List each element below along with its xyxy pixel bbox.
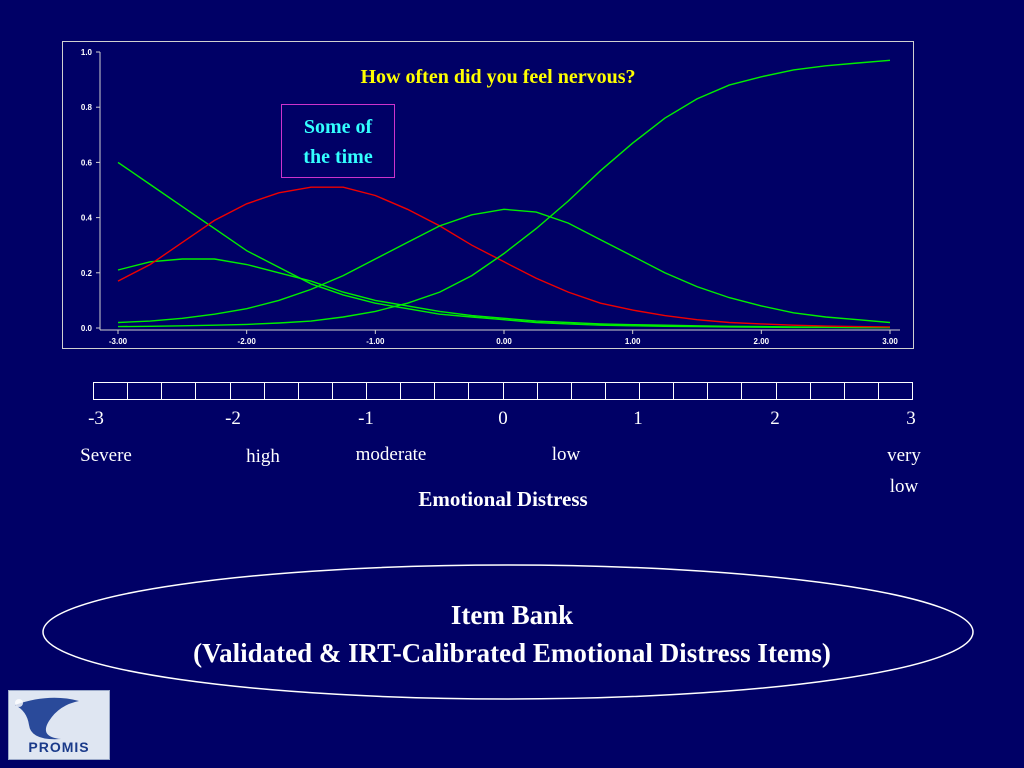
x-tick-label: -1.00 [366, 337, 385, 346]
response-category-callout: Some of the time [281, 104, 395, 178]
scale-number-minus-2: -2 [225, 408, 241, 429]
theta-scale-bar [93, 382, 913, 400]
scale-bar-cell [94, 383, 129, 399]
scale-bar-cell [845, 383, 879, 399]
scale-bar-cell [333, 383, 367, 399]
promis-swoosh-icon [15, 697, 79, 740]
scale-bar-cell [811, 383, 845, 399]
x-tick-label: 0.00 [496, 337, 512, 346]
scale-bar-cell [742, 383, 777, 399]
item-bank-line-1: Item Bank [450, 600, 574, 630]
scale-number-0: 0 [498, 408, 508, 429]
severity-label-moderate: moderate [355, 444, 427, 465]
scale-bar-cell [538, 383, 572, 399]
y-tick-label: 0.0 [81, 324, 93, 333]
category-curve-2 [117, 258, 890, 329]
scale-bar-cell [606, 383, 640, 399]
x-tick-label: -3.00 [109, 337, 128, 346]
category-curve-4 [117, 208, 891, 324]
severity-label-severe: Severe [80, 445, 132, 466]
scale-bar-cell [674, 383, 709, 399]
scale-bar-cell [128, 383, 163, 399]
severity-label-very-low: low [889, 476, 919, 497]
scale-bar-cell [435, 383, 470, 399]
scale-bar-cell [367, 383, 402, 399]
y-tick-label: 1.0 [81, 48, 93, 57]
scale-number-3: 3 [906, 408, 916, 429]
scale-bar-cell [196, 383, 231, 399]
y-tick-label: 0.4 [81, 214, 93, 223]
severity-label-very: very [887, 445, 921, 466]
x-tick-label: -2.00 [238, 337, 257, 346]
callout-line-1: Some of [303, 116, 373, 138]
scale-number-1: 1 [633, 408, 643, 429]
y-tick-label: 0.2 [81, 269, 93, 278]
scale-number-minus-1: -1 [358, 408, 374, 429]
scale-number-2: 2 [770, 408, 780, 429]
scale-bar-cell [299, 383, 333, 399]
callout-line-2: the time [303, 146, 373, 168]
x-axis-title: Emotional Distress [418, 487, 588, 511]
scale-number-minus-3: -3 [88, 408, 104, 429]
item-bank-ellipse [42, 564, 974, 700]
promis-logo: PROMIS [8, 690, 110, 760]
promis-logo-text: PROMIS [28, 739, 90, 755]
scale-bar-cell [777, 383, 811, 399]
item-bank-title: Item Bank (Validated & IRT-Calibrated Em… [0, 596, 1024, 672]
category-curve-3 [117, 186, 891, 328]
chart-title: How often did you feel nervous? [361, 66, 636, 88]
item-bank-line-2: (Validated & IRT-Calibrated Emotional Di… [193, 638, 831, 668]
scale-bar-cell [162, 383, 197, 399]
severity-label-low: low [551, 444, 581, 465]
scale-bar-cell [572, 383, 606, 399]
y-tick-label: 0.8 [81, 103, 93, 112]
scale-bar-cell [879, 383, 912, 399]
x-tick-label: 1.00 [625, 337, 641, 346]
severity-label-high: high [246, 446, 280, 467]
icc-chart-panel: 0.0 0.2 0.4 0.6 0.8 1.0 -3.00 -2.00 -1.00 0.00 1.0… [62, 41, 914, 349]
scale-bar-cell [708, 383, 743, 399]
scale-bar-cell [640, 383, 675, 399]
scale-bar-cell [504, 383, 538, 399]
scale-bar-cell [469, 383, 504, 399]
scale-bar-cell [401, 383, 436, 399]
category-curve-1 [117, 161, 890, 329]
category-curve-5 [117, 59, 891, 328]
y-tick-label: 0.6 [81, 158, 93, 167]
x-tick-label: 3.00 [882, 337, 898, 346]
scale-bar-cell [265, 383, 299, 399]
icc-chart: 0.0 0.2 0.4 0.6 0.8 1.0 -3.00 -2.00 -1.00 0.00 1.0… [81, 48, 900, 346]
scale-bar-cell [231, 383, 265, 399]
x-tick-label: 2.00 [754, 337, 770, 346]
